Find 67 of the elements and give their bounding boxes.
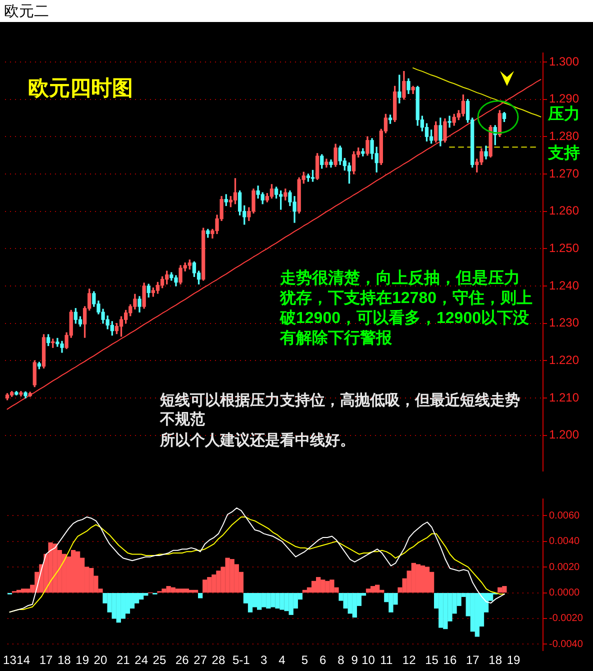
x-tick-label: 16 (443, 653, 457, 668)
x-tick-label: 18 (57, 653, 72, 668)
x-tick-label: 28 (212, 653, 226, 668)
y-tick-label: 0.0000 (549, 588, 580, 599)
x-tick-label: 19 (76, 653, 90, 668)
y-tick-label: 0.0040 (549, 536, 580, 548)
bar (198, 592, 203, 598)
x-tick-label: 8 (338, 653, 345, 668)
bar (75, 551, 80, 593)
text: 支持 (548, 145, 580, 163)
y-tick-label: 1.300 (549, 54, 580, 68)
bar (248, 592, 253, 612)
y-tick-label: 1.280 (549, 128, 580, 143)
x-tick-label: 6 (320, 653, 327, 668)
x-tick-label: 21 (116, 653, 130, 668)
bar (256, 592, 262, 610)
x-tick-label: 27 (194, 653, 208, 668)
x-tick-label: 25 (152, 653, 166, 668)
y-tick-label: 1.220 (549, 352, 580, 367)
bar (416, 564, 421, 593)
bar (424, 566, 430, 593)
y-tick-label: -0.0020 (549, 613, 584, 624)
x-tick-label: 3 (260, 653, 268, 668)
y-tick-label: 1.200 (549, 428, 580, 442)
x-tick-label: 11 (380, 653, 393, 668)
annotation: 走势很清楚，向上反抽，但是压力犹存，下支持在12780，守住，则上破12900，可以看多，12900以下没有解除下行警报 (280, 269, 534, 349)
x-tick-label: 17 (39, 653, 53, 668)
bar (366, 588, 371, 593)
y-tick-label: 1.250 (549, 240, 580, 255)
x-tick-label: 4 (278, 653, 286, 668)
x-tick-label: 15 (425, 653, 439, 668)
x-tick-label: 5-1 (232, 653, 250, 668)
x-tick-label: 10 (362, 653, 376, 668)
annotation: 欧元四时图 (28, 77, 133, 101)
x-tick-label: 26 (175, 653, 190, 668)
chart-title: 欧元二 (4, 2, 49, 21)
x-tick-label: 5 (301, 653, 308, 668)
annotation: 所以个人建议还是看中线好。 (160, 431, 355, 450)
x-tick-label: 24 (134, 653, 148, 668)
x-tick-label: 13 (3, 653, 17, 668)
y-tick-label: 1.260 (549, 204, 580, 218)
y-tick-label: 0.0060 (549, 510, 580, 522)
bar (474, 592, 480, 637)
x-tick-label: 9 (351, 653, 358, 668)
y-tick-label: 0.0020 (549, 562, 580, 573)
y-tick-label: -0.0040 (549, 638, 584, 650)
bar (202, 580, 208, 593)
bar (311, 580, 316, 593)
x-tick-label: 14 (16, 653, 30, 668)
x-tick-label: 18 (488, 653, 502, 668)
bar (420, 565, 426, 593)
bar (370, 586, 376, 593)
bar (138, 592, 144, 600)
bar (70, 550, 76, 593)
y-tick-label: 1.270 (549, 166, 580, 180)
text: 压力 (548, 106, 580, 124)
y-tick-label: 1.290 (549, 92, 580, 106)
x-tick-label: 20 (94, 653, 108, 668)
annotation: 短线可以根据压力支持位，高抛低吸，但最近短线走势不规范 (160, 391, 521, 429)
y-tick-label: 1.210 (549, 390, 580, 404)
x-tick-label: 12 (402, 653, 416, 668)
x-tick-label: 17 (466, 653, 480, 668)
y-tick-label: 1.240 (549, 278, 580, 292)
y-tick-label: 1.230 (549, 316, 580, 330)
x-tick-label: 19 (506, 653, 520, 668)
bar (184, 588, 190, 593)
bar (20, 588, 26, 593)
